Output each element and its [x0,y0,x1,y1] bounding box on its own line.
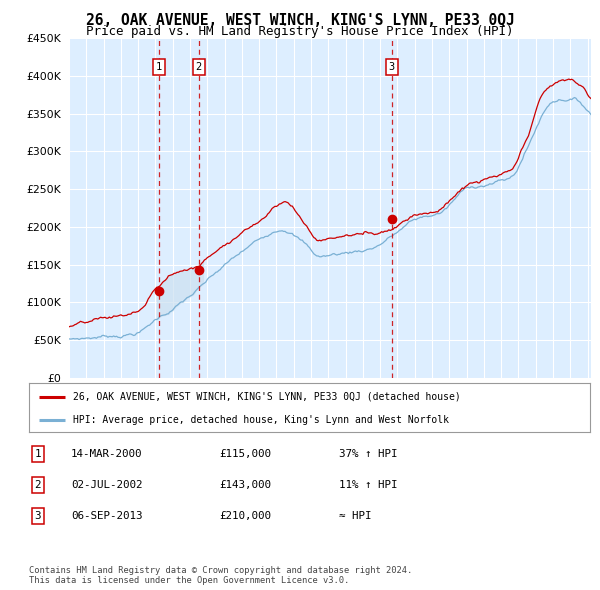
Text: 11% ↑ HPI: 11% ↑ HPI [339,480,397,490]
Text: 14-MAR-2000: 14-MAR-2000 [71,449,142,458]
Text: 26, OAK AVENUE, WEST WINCH, KING'S LYNN, PE33 0QJ: 26, OAK AVENUE, WEST WINCH, KING'S LYNN,… [86,13,514,28]
Text: 3: 3 [35,512,41,521]
Text: 1: 1 [35,449,41,458]
Text: HPI: Average price, detached house, King's Lynn and West Norfolk: HPI: Average price, detached house, King… [73,415,449,425]
Text: £115,000: £115,000 [219,449,271,458]
Text: £143,000: £143,000 [219,480,271,490]
Text: ≈ HPI: ≈ HPI [339,512,371,521]
Text: 37% ↑ HPI: 37% ↑ HPI [339,449,397,458]
Text: Contains HM Land Registry data © Crown copyright and database right 2024.
This d: Contains HM Land Registry data © Crown c… [29,566,412,585]
Text: £210,000: £210,000 [219,512,271,521]
Text: 3: 3 [389,62,395,72]
Text: 26, OAK AVENUE, WEST WINCH, KING'S LYNN, PE33 0QJ (detached house): 26, OAK AVENUE, WEST WINCH, KING'S LYNN,… [73,392,460,402]
Text: 1: 1 [156,62,162,72]
Text: 2: 2 [196,62,202,72]
Text: Price paid vs. HM Land Registry's House Price Index (HPI): Price paid vs. HM Land Registry's House … [86,25,514,38]
Text: 02-JUL-2002: 02-JUL-2002 [71,480,142,490]
Text: 2: 2 [35,480,41,490]
Text: 06-SEP-2013: 06-SEP-2013 [71,512,142,521]
